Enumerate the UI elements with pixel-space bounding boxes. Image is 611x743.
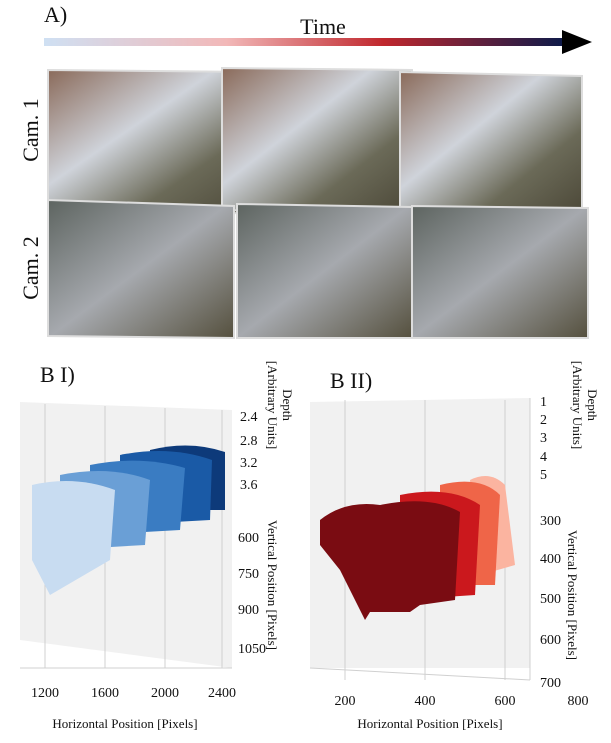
panel-b1: B I) Depth [Arbitrary Units] Vertical Po… [20, 361, 295, 731]
horizontal-tick-label: 800 [568, 694, 589, 709]
axis-label: Horizontal Position [Pixels] [52, 716, 197, 731]
photo [399, 70, 583, 220]
panel-a: A) Time Cam. 1 Cam. 2 [18, 2, 592, 340]
horizontal-tick-label: 200 [335, 694, 356, 709]
depth-tick-label: 3 [540, 431, 547, 446]
vertical-tick-label: 300 [540, 514, 561, 529]
horizontal-tick-label: 1200 [31, 686, 59, 701]
vertical-tick-label: 900 [238, 603, 259, 618]
depth-tick-label: 1 [540, 395, 547, 410]
depth-tick-label: 3.6 [240, 478, 258, 493]
axis-label: Vertical Position [Pixels] [265, 520, 280, 650]
axis-label: Depth [585, 389, 600, 421]
horizontal-tick-label: 2400 [208, 686, 236, 701]
row-label: Cam. 1 [18, 98, 43, 162]
vertical-tick-label: 400 [540, 552, 561, 567]
vertical-tick-label: 700 [540, 676, 561, 691]
vertical-tick-label: 1050 [238, 642, 266, 657]
panel-label: A) [44, 2, 67, 27]
photo [411, 204, 589, 339]
vertical-tick-label: 750 [238, 567, 259, 582]
horizontal-tick-label: 400 [415, 694, 436, 709]
depth-tick-label: 3.2 [240, 456, 258, 471]
depth-tick-label: 2.4 [240, 410, 258, 425]
photo [236, 202, 413, 339]
axis-label: Depth [280, 389, 295, 421]
panel-b2: B II) Depth [Arbitrary Units] Vertical P… [309, 361, 600, 731]
horizontal-tick-label: 600 [495, 694, 516, 709]
cow-blobs [32, 445, 225, 595]
vertical-tick-label: 600 [238, 531, 259, 546]
arrow-label: Time [300, 14, 346, 39]
panel-label: B II) [330, 368, 372, 393]
photo [47, 198, 235, 340]
vertical-tick-label: 600 [540, 633, 561, 648]
depth-tick-label: 2.8 [240, 434, 258, 449]
row-label: Cam. 2 [18, 236, 43, 300]
arrow-head [562, 30, 592, 54]
depth-tick-label: 4 [540, 450, 547, 465]
axis-label: [Arbitrary Units] [265, 361, 280, 449]
panel-label: B I) [40, 362, 75, 387]
photo [221, 66, 413, 216]
time-arrow [44, 38, 566, 46]
depth-tick-label: 5 [540, 468, 547, 483]
vertical-tick-label: 500 [540, 592, 561, 607]
axis-label: Vertical Position [Pixels] [565, 530, 580, 660]
cow-blobs [320, 476, 515, 620]
horizontal-tick-label: 1600 [91, 686, 119, 701]
horizontal-tick-label: 2000 [151, 686, 179, 701]
axis-label: Horizontal Position [Pixels] [357, 716, 502, 731]
depth-tick-label: 2 [540, 413, 547, 428]
axis-label: [Arbitrary Units] [570, 361, 585, 449]
